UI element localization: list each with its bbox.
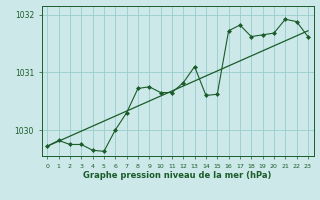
- X-axis label: Graphe pression niveau de la mer (hPa): Graphe pression niveau de la mer (hPa): [84, 171, 272, 180]
